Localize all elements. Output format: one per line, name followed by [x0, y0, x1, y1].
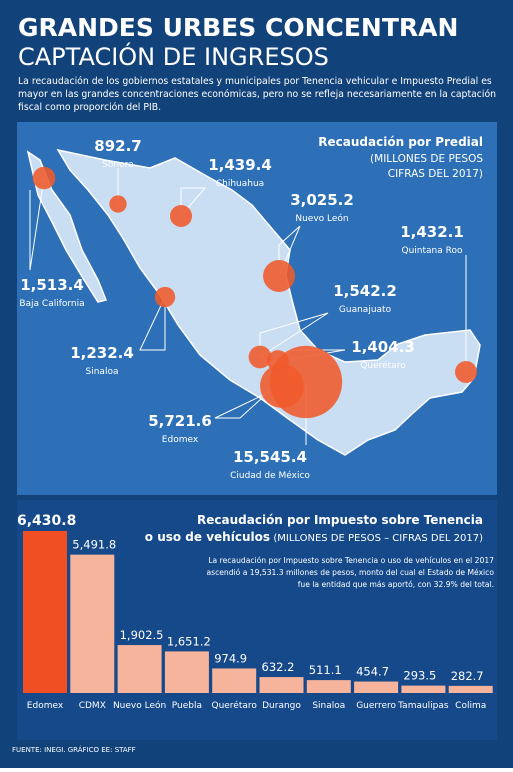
- note-line: ascendió a 19,531.3 millones de pesos, m…: [206, 568, 494, 577]
- value-label: 5,721.6: [148, 412, 212, 430]
- value-label: 1,513.4: [20, 276, 84, 294]
- leader-line: [214, 385, 283, 419]
- bar-note: La recaudación por Impuesto sobre Tenenc…: [206, 556, 494, 589]
- bubble: [109, 195, 127, 213]
- bar: [164, 651, 209, 693]
- state-label: Quintana Roo: [402, 246, 463, 256]
- state-label: Querétaro: [360, 360, 406, 371]
- state-label: Sinaloa: [86, 367, 119, 377]
- category-label: Querétaro: [211, 700, 257, 711]
- bubble: [169, 204, 193, 228]
- value-label: 511.1: [309, 663, 342, 677]
- value-label: 1,232.4: [70, 344, 134, 362]
- value-label: 6,430.8: [17, 513, 76, 529]
- source: FUENTE: INEGI. GRÁFICO EE: STAFF: [12, 745, 136, 754]
- value-label: 5,491.8: [72, 538, 116, 552]
- value-label: 282.7: [451, 669, 484, 683]
- description-line: La recaudación de los gobiernos estatale…: [18, 76, 492, 87]
- bubble: [154, 286, 176, 308]
- value-label: 1,542.2: [333, 282, 397, 300]
- bar: [259, 677, 304, 693]
- category-label: Durango: [262, 701, 301, 711]
- note-line: La recaudación por Impuesto sobre Tenenc…: [208, 556, 494, 565]
- map-title: Recaudación por Predial: [318, 135, 483, 149]
- category-label: Tamaulipas: [397, 701, 449, 711]
- state-label: Ciudad de México: [230, 470, 310, 481]
- bar: [70, 554, 115, 693]
- description-line: mayor en las grandes concentraciones eco…: [18, 89, 496, 100]
- category-label: Nuevo León: [113, 700, 166, 711]
- state-label: Edomex: [162, 435, 199, 445]
- leader-line: [139, 296, 166, 351]
- bar: [448, 685, 493, 693]
- value-label: 1,404.3: [351, 338, 415, 356]
- state-label: Guanajuato: [339, 305, 392, 315]
- bar: [401, 685, 446, 693]
- bar-title: Recaudación por Impuesto sobre Tenencia: [197, 513, 483, 527]
- leader-line: [278, 225, 301, 277]
- bubble: [248, 345, 272, 369]
- bar: [117, 645, 162, 693]
- category-label: CDMX: [79, 701, 106, 711]
- value-label: 3,025.2: [290, 191, 354, 209]
- bar: [306, 680, 351, 693]
- bubble: [455, 361, 477, 383]
- value-label: 293.5: [403, 669, 436, 683]
- bar-subtitle: (MILLONES DE PESOS – CIFRAS DEL 2017): [273, 533, 483, 544]
- state-label: Baja California: [19, 299, 84, 309]
- value-label: 1,432.1: [400, 223, 464, 241]
- state-label: Chihuahua: [216, 179, 264, 189]
- bar: [212, 668, 257, 693]
- leader-line: [259, 312, 329, 358]
- map-subtitle: (MILLONES DE PESOS: [370, 153, 483, 165]
- bar-title: o uso de vehículos: [145, 530, 270, 544]
- bar: [354, 681, 399, 693]
- value-label: 1,651.2: [167, 634, 211, 648]
- note-line: fue la entidad que más aportó, con 32.9%…: [298, 580, 494, 589]
- value-label: 454.7: [356, 665, 389, 679]
- value-label: 974.9: [214, 651, 247, 665]
- category-label: Sinaloa: [312, 701, 345, 711]
- category-label: Colima: [455, 701, 486, 711]
- description-line: fiscal como proporción del PIB.: [18, 102, 161, 113]
- state-label: Nuevo León: [295, 213, 348, 224]
- description: La recaudación de los gobiernos estatale…: [18, 76, 496, 113]
- bubble: [269, 345, 343, 419]
- value-label: 15,545.4: [233, 448, 307, 466]
- bubble: [263, 260, 295, 292]
- category-label: Edomex: [27, 701, 64, 711]
- title: GRANDES URBES CONCENTRAN: [18, 13, 458, 42]
- value-label: 1,902.5: [120, 628, 164, 642]
- value-label: 892.7: [94, 137, 141, 155]
- value-label: 1,439.4: [208, 156, 272, 174]
- leader-line: [29, 177, 45, 271]
- category-label: Puebla: [172, 701, 202, 711]
- value-label: 632.2: [262, 660, 295, 674]
- bar: [23, 531, 67, 693]
- mexico-map: [26, 148, 481, 456]
- map-subtitle: CIFRAS DEL 2017): [388, 168, 483, 180]
- leader-line: [180, 187, 207, 217]
- bubble: [32, 166, 56, 190]
- category-label: Guerrero: [356, 701, 396, 711]
- subtitle: CAPTACIÓN DE INGRESOS: [18, 41, 329, 71]
- state-label: Sonora: [102, 160, 134, 170]
